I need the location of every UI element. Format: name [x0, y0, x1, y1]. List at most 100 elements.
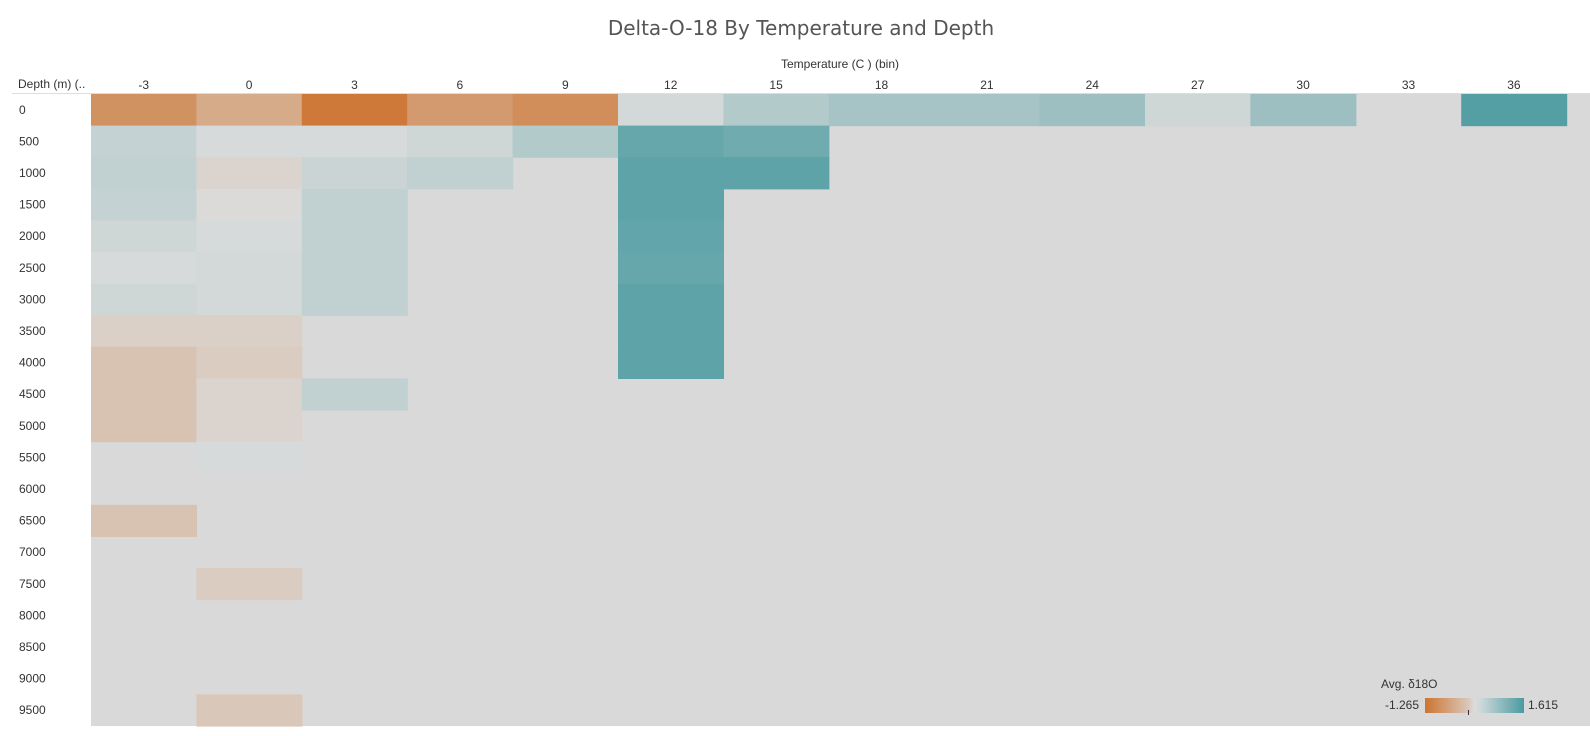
heatmap-cell[interactable] — [301, 283, 408, 316]
column-label: 15 — [769, 78, 783, 92]
y-axis-header: Depth (m) (.. — [18, 77, 86, 91]
row-label: 2500 — [19, 261, 46, 275]
legend-midpoint-tick — [1468, 710, 1469, 715]
column-label: 6 — [457, 78, 464, 92]
row-label: 0 — [19, 103, 26, 117]
color-legend-bar — [1425, 698, 1524, 713]
column-label: 21 — [980, 78, 994, 92]
heatmap-cell[interactable] — [723, 94, 830, 127]
heatmap-cell[interactable] — [196, 441, 303, 474]
row-label: 5500 — [19, 450, 46, 464]
row-label: 9000 — [19, 672, 46, 686]
heatmap-cell[interactable] — [512, 94, 619, 127]
heatmap-cell[interactable] — [196, 346, 303, 379]
heatmap-cell[interactable] — [196, 252, 303, 285]
row-label: 4500 — [19, 387, 46, 401]
row-label: 3500 — [19, 324, 46, 338]
heatmap-cell[interactable] — [934, 94, 1041, 127]
heatmap-cell[interactable] — [91, 220, 197, 253]
heatmap-cell[interactable] — [407, 94, 514, 127]
heatmap-cell[interactable] — [618, 252, 724, 285]
heatmap-cell[interactable] — [196, 694, 303, 727]
heatmap-cell[interactable] — [512, 125, 619, 158]
chart-title: Delta-O-18 By Temperature and Depth — [607, 16, 995, 40]
row-label: 8500 — [19, 640, 46, 654]
row-label: 7500 — [19, 577, 46, 591]
row-label: 1000 — [19, 166, 46, 180]
heatmap-cell[interactable] — [1461, 94, 1568, 127]
heatmap-cell[interactable] — [618, 220, 724, 253]
heatmap-cell[interactable] — [196, 157, 303, 190]
column-label: 36 — [1507, 78, 1521, 92]
heatmap-cell[interactable] — [618, 157, 724, 190]
heatmap-cell[interactable] — [1039, 94, 1146, 127]
heatmap-cell[interactable] — [91, 504, 197, 537]
row-label: 4000 — [19, 356, 46, 370]
heatmap-cell[interactable] — [301, 157, 408, 190]
column-label: 9 — [562, 78, 569, 92]
row-label: 3000 — [19, 292, 46, 306]
column-label: 3 — [351, 78, 358, 92]
heatmap-cell[interactable] — [301, 378, 408, 411]
column-label: 27 — [1191, 78, 1205, 92]
heatmap-cell[interactable] — [618, 315, 724, 348]
row-label: 6500 — [19, 514, 46, 528]
heatmap-cell[interactable] — [91, 315, 197, 348]
row-label: 5000 — [19, 419, 46, 433]
heatmap-cell[interactable] — [196, 315, 303, 348]
row-label: 2000 — [19, 229, 46, 243]
legend-min-label: -1.265 — [1385, 698, 1420, 712]
heatmap-cell[interactable] — [618, 346, 724, 379]
heatmap-cell[interactable] — [91, 410, 197, 443]
heatmap-cell[interactable] — [828, 94, 935, 127]
heatmap-cell[interactable] — [91, 94, 197, 127]
heatmap-cell[interactable] — [91, 283, 197, 316]
heatmap-cell[interactable] — [91, 252, 197, 285]
heatmap-cell[interactable] — [407, 157, 514, 190]
column-label: 24 — [1086, 78, 1100, 92]
row-label: 6000 — [19, 482, 46, 496]
legend-title: Avg. δ18O — [1381, 677, 1438, 691]
heatmap-cell[interactable] — [91, 188, 197, 221]
legend-max-label: 1.615 — [1528, 698, 1559, 712]
heatmap-cell[interactable] — [723, 157, 830, 190]
x-axis-header: Temperature (C ) (bin) — [780, 57, 900, 71]
heatmap-cell[interactable] — [301, 125, 408, 158]
row-label: 500 — [19, 134, 39, 148]
column-label: -3 — [138, 78, 149, 92]
column-label: 30 — [1296, 78, 1310, 92]
heatmap-cell[interactable] — [301, 188, 408, 221]
heatmap-cell[interactable] — [618, 188, 724, 221]
heatmap-cell[interactable] — [196, 220, 303, 253]
heatmap-cell[interactable] — [618, 125, 724, 158]
heatmap-cell[interactable] — [196, 188, 303, 221]
column-label: 12 — [664, 78, 678, 92]
heatmap-cell[interactable] — [91, 157, 197, 190]
column-label: 0 — [246, 78, 253, 92]
column-label: 18 — [875, 78, 889, 92]
heatmap-cell[interactable] — [301, 220, 408, 253]
row-label: 1500 — [19, 198, 46, 212]
heatmap-cell[interactable] — [196, 568, 303, 601]
column-label: 33 — [1402, 78, 1416, 92]
row-label: 8000 — [19, 608, 46, 622]
heatmap-cell[interactable] — [1250, 94, 1357, 127]
heatmap-cell[interactable] — [301, 252, 408, 285]
heatmap-cell[interactable] — [91, 125, 197, 158]
heatmap-cell[interactable] — [618, 94, 724, 127]
heatmap-cell[interactable] — [196, 94, 303, 127]
row-label: 9500 — [19, 703, 46, 717]
heatmap-cell[interactable] — [91, 346, 197, 379]
heatmap-cell[interactable] — [196, 125, 303, 158]
heatmap-cell[interactable] — [1145, 94, 1251, 127]
heatmap-cell[interactable] — [196, 378, 303, 411]
heatmap-cell[interactable] — [618, 283, 724, 316]
heatmap-cell[interactable] — [91, 378, 197, 411]
heatmap-cell[interactable] — [723, 125, 830, 158]
row-label: 7000 — [19, 545, 46, 559]
heatmap-cell[interactable] — [196, 410, 303, 443]
heatmap-cell[interactable] — [301, 94, 408, 127]
heatmap-cell[interactable] — [196, 283, 303, 316]
heatmap-cell[interactable] — [407, 125, 514, 158]
